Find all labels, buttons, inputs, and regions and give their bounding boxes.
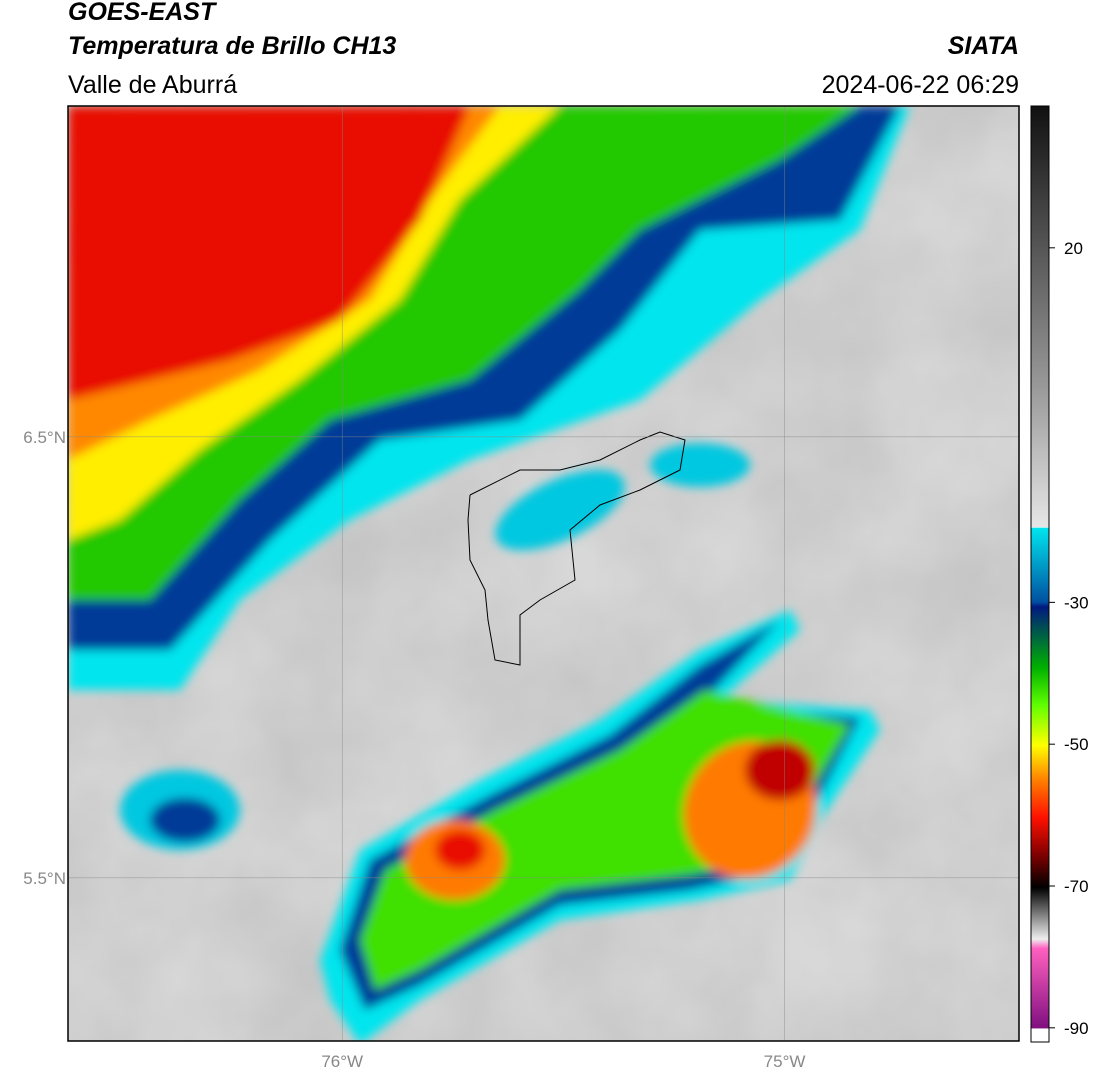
y-tick-label: 6.5°N: [23, 428, 66, 447]
satellite: GOES-EAST: [68, 0, 218, 26]
colorbar-tick-label: 20: [1064, 239, 1083, 258]
region: Valle de Aburrá: [68, 71, 237, 99]
colorbar-tick-label: -90: [1064, 1019, 1089, 1038]
timestamp: 2024-06-22 06:29: [822, 71, 1019, 99]
x-tick-label: 76°W: [321, 1052, 363, 1071]
imagery: [68, 106, 1019, 1041]
colorbar-tick-label: -30: [1064, 593, 1089, 612]
colorbar: [1030, 105, 1050, 1043]
colorbar-tick-label: -70: [1064, 877, 1089, 896]
colorbar-tick-label: -50: [1064, 735, 1089, 754]
y-tick-label: 5.5°N: [23, 869, 66, 888]
product: Temperatura de Brillo CH13: [68, 32, 396, 60]
x-tick-label: 75°W: [764, 1052, 806, 1071]
map-frame: [67, 105, 1020, 1042]
agency: SIATA: [948, 32, 1019, 60]
